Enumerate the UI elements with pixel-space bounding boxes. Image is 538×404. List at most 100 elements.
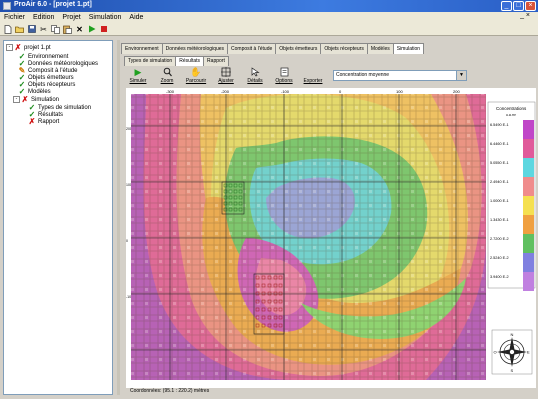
cut-icon[interactable]: ✂	[40, 24, 47, 34]
tree-item-resultats[interactable]: ✓ Résultats	[28, 110, 63, 119]
menu-simulation[interactable]: Simulation	[88, 14, 122, 21]
minimize-button[interactable]: _	[501, 1, 512, 11]
tree-item-label: Résultats	[38, 111, 64, 118]
legend-unit: u.a.m³	[506, 113, 517, 117]
tree-item-donnees[interactable]: ✓ Données météorologiques	[18, 59, 98, 68]
pencil-icon: ✎	[18, 66, 26, 75]
run-icon[interactable]	[87, 25, 96, 34]
stop-icon[interactable]	[99, 25, 108, 34]
options-button[interactable]: Options	[272, 67, 296, 84]
options-label: Options	[275, 78, 293, 84]
details-button[interactable]: Détails	[243, 67, 267, 84]
legend-value: 6.5490 E-1	[490, 123, 509, 127]
close-button[interactable]: ×	[525, 1, 536, 11]
tab-simulation[interactable]: Simulation	[392, 43, 425, 54]
tab-resultats[interactable]: Résultats	[175, 56, 205, 66]
tab-modeles[interactable]: Modèles	[366, 43, 394, 54]
magnifier-icon	[155, 67, 179, 78]
legend-value: 2.5240 E-2	[490, 256, 509, 260]
tree-item-label: Objets récepteurs	[28, 81, 76, 88]
open-folder-icon[interactable]	[15, 25, 24, 34]
tree-item-modeles[interactable]: ✓ Modèles	[18, 87, 51, 96]
tree-root[interactable]: - ✗ projet 1.pt	[6, 43, 51, 52]
paste-icon[interactable]	[63, 25, 72, 34]
receptor-grid-south[interactable]	[253, 273, 285, 335]
legend-value: 2.7200 E-2	[490, 237, 509, 241]
tab-rapport[interactable]: Rapport	[203, 56, 229, 66]
cross-icon: ✗	[28, 117, 36, 126]
tree-item-composit[interactable]: ✎ Composit à l'étude	[18, 66, 78, 75]
svg-text:S: S	[511, 368, 514, 373]
tree-item-emetteurs[interactable]: ✓ Objets émetteurs	[18, 73, 74, 82]
new-file-icon[interactable]	[3, 24, 12, 34]
legend-title: Concentrations	[496, 106, 527, 111]
copy-icon[interactable]	[51, 24, 60, 34]
legend-value: 6.4460 E-1	[490, 142, 509, 146]
ajuster-button[interactable]: Ajuster	[214, 67, 238, 84]
collapse-toggle[interactable]: -	[13, 96, 20, 103]
zoom-label: Zoom	[160, 78, 174, 84]
top-ruler	[126, 88, 536, 94]
mdi-window-controls[interactable]: _ ×	[520, 12, 530, 19]
zoom-button[interactable]: Zoom	[155, 67, 179, 84]
menu-projet[interactable]: Projet	[62, 14, 81, 21]
legend-swatch	[523, 120, 534, 139]
maximize-button[interactable]: □	[513, 1, 524, 11]
ruler-label: -200	[221, 89, 230, 94]
legend-swatch	[523, 158, 534, 177]
left-ruler	[126, 88, 131, 388]
options-icon	[272, 67, 296, 78]
result-type-select[interactable]: Concentration moyenne ▼	[333, 70, 467, 81]
project-tree: - ✗ projet 1.pt ✓ Environnement ✓ Données …	[3, 40, 113, 395]
tree-item-label: Environnement	[28, 53, 69, 60]
splitter[interactable]	[117, 40, 120, 395]
check-icon: ✓	[18, 52, 26, 61]
tab-donnees-meteo[interactable]: Données météorologiques	[161, 43, 229, 54]
details-label: Détails	[247, 78, 263, 84]
compass-rose-icon: N S O E	[491, 329, 533, 375]
delete-icon[interactable]: ✕	[76, 24, 83, 34]
tab-emetteurs[interactable]: Objets émetteurs	[275, 43, 322, 54]
menu-fichier[interactable]: Fichier	[4, 14, 26, 21]
simuler-label: Simuler	[129, 78, 147, 84]
legend-swatch	[523, 234, 534, 253]
tree-item-environnement[interactable]: ✓ Environnement	[18, 52, 69, 61]
tab-environnement[interactable]: Environnement	[121, 43, 163, 54]
map-view[interactable]: -300 -200 -100 0 100 200 200 100 0 -100	[126, 88, 536, 388]
receptor-grid-north[interactable]	[221, 181, 245, 215]
legend-value: 5.0550 E-1	[490, 161, 509, 165]
parcourir-button[interactable]: ✋ Parcourir	[184, 67, 208, 84]
menu-aide[interactable]: Aide	[129, 14, 144, 21]
legend-value: 1.0000 E-1	[490, 199, 509, 203]
legend-swatch	[523, 177, 534, 196]
title-bar[interactable]: ProAir 6.0 - [projet 1.pt] _ □ ×	[0, 0, 538, 12]
tab-types-simulation[interactable]: Types de simulation	[124, 56, 177, 66]
legend-swatch	[523, 253, 534, 272]
chevron-down-icon[interactable]: ▼	[456, 71, 466, 80]
concentration-map[interactable]: -300 -200 -100 0 100 200 200 100 0 -100	[126, 88, 536, 388]
check-icon: ✓	[18, 73, 26, 82]
simulation-toolbar: ▶ Simuler Zoom ✋ Parcourir Ajuster Détails…	[126, 67, 536, 87]
tree-item-types[interactable]: ✓ Types de simulation	[28, 103, 91, 112]
tree-item-rapport[interactable]: ✗ Rapport	[28, 117, 60, 126]
collapse-toggle[interactable]: -	[6, 44, 13, 51]
tree-item-label: Types de simulation	[38, 104, 92, 111]
check-icon: ✓	[18, 80, 26, 89]
hand-icon: ✋	[190, 67, 202, 77]
save-icon[interactable]	[27, 25, 36, 34]
contour-layer	[131, 94, 486, 380]
tree-item-recepteurs[interactable]: ✓ Objets récepteurs	[18, 80, 76, 89]
check-icon: ✓	[18, 59, 26, 68]
simuler-button[interactable]: ▶ Simuler	[126, 67, 150, 84]
legend-value: 3.9400 E-2	[490, 275, 509, 279]
legend-value: 2.4940 E-1	[490, 180, 509, 184]
tree-root-label: projet 1.pt	[24, 44, 51, 51]
tab-composit[interactable]: Composit à l'étude	[227, 43, 277, 54]
menu-edition[interactable]: Edition	[33, 14, 55, 21]
tree-item-simulation[interactable]: - ✗ Simulation	[13, 95, 59, 104]
ruler-label: 100	[126, 183, 132, 187]
exporter-button[interactable]: Exporter	[301, 67, 325, 84]
tree-item-label: Objets émetteurs	[28, 74, 74, 81]
check-icon: ✓	[28, 103, 36, 112]
tab-recepteurs[interactable]: Objets récepteurs	[320, 43, 368, 54]
